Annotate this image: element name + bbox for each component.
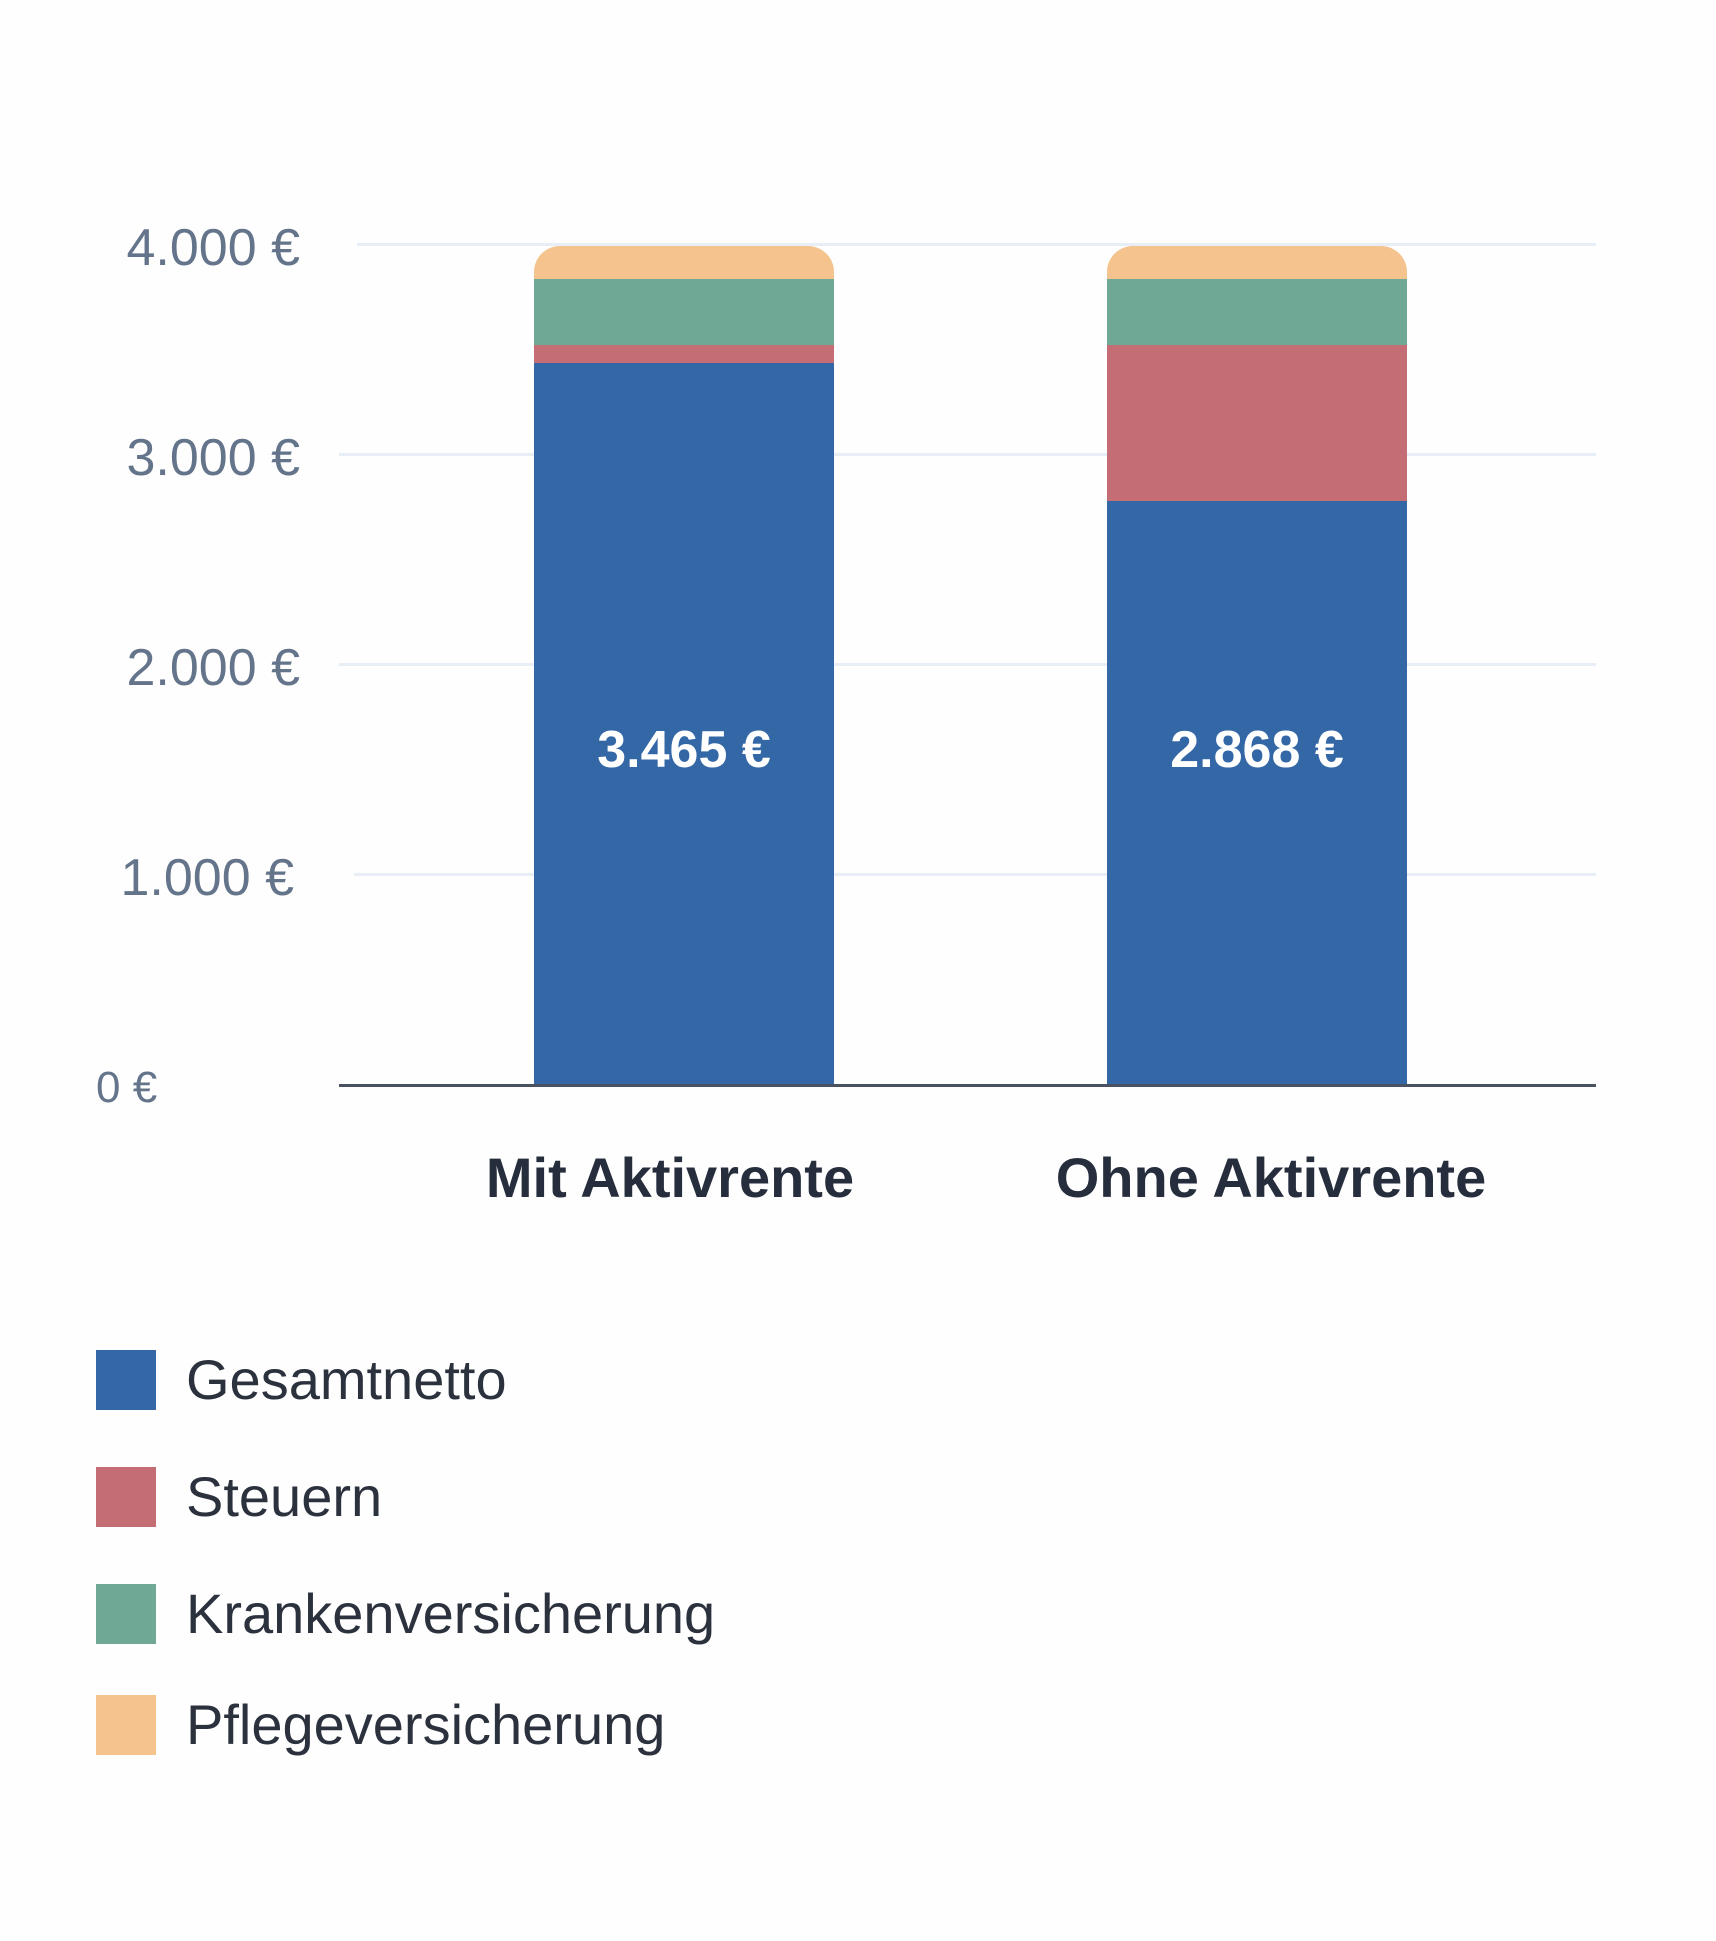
segment-gesamtnetto[interactable] bbox=[534, 363, 834, 1085]
bar-value-label: 2.868 € bbox=[1170, 721, 1344, 779]
segment-pflegeversicherung[interactable] bbox=[1107, 246, 1407, 279]
segment-krankenversicherung[interactable] bbox=[534, 279, 834, 345]
y-axis-label-2000: 2.000 € bbox=[126, 639, 301, 697]
legend-item-krankenversicherung[interactable]: Krankenversicherung bbox=[96, 1584, 715, 1644]
segment-pflegeversicherung[interactable] bbox=[534, 246, 834, 279]
gridline-2000 bbox=[339, 663, 1596, 666]
legend-swatch-steuern bbox=[96, 1467, 156, 1527]
segment-krankenversicherung[interactable] bbox=[1107, 279, 1407, 345]
bar-mit-aktivrente[interactable]: 3.465 € bbox=[534, 246, 834, 1085]
legend-label: Krankenversicherung bbox=[186, 1582, 716, 1645]
legend-item-gesamtnetto[interactable]: Gesamtnetto bbox=[96, 1350, 507, 1410]
segment-steuern[interactable] bbox=[1107, 345, 1407, 501]
y-axis-label-0: 0 € bbox=[96, 1063, 158, 1112]
legend-item-steuern[interactable]: Steuern bbox=[96, 1467, 382, 1527]
legend-label: Pflegeversicherung bbox=[186, 1693, 666, 1756]
legend-swatch-gesamtnetto bbox=[96, 1350, 156, 1410]
gridline-4000 bbox=[357, 243, 1596, 246]
x-axis-label-mit-aktivrente: Mit Aktivrente bbox=[485, 1146, 855, 1209]
legend-swatch-pflegeversicherung bbox=[96, 1695, 156, 1755]
legend-label: Gesamtnetto bbox=[186, 1348, 507, 1411]
legend-item-pflegeversicherung[interactable]: Pflegeversicherung bbox=[96, 1695, 665, 1755]
segment-steuern[interactable] bbox=[534, 345, 834, 363]
legend-label: Steuern bbox=[186, 1465, 383, 1528]
bar-ohne-aktivrente[interactable]: 2.868 € bbox=[1107, 246, 1407, 1085]
x-axis-label-ohne-aktivrente: Ohne Aktivrente bbox=[1055, 1146, 1487, 1209]
gridline-1000 bbox=[354, 873, 1596, 876]
y-axis-label-3000: 3.000 € bbox=[126, 429, 301, 487]
segment-gesamtnetto[interactable] bbox=[1107, 501, 1407, 1085]
legend-swatch-krankenversicherung bbox=[96, 1584, 156, 1644]
bar-value-label: 3.465 € bbox=[597, 721, 771, 779]
gridline-3000 bbox=[339, 453, 1596, 456]
y-axis-label-1000: 1.000 € bbox=[120, 849, 295, 907]
x-axis-line bbox=[339, 1084, 1596, 1087]
y-axis-label-4000: 4.000 € bbox=[126, 219, 301, 277]
